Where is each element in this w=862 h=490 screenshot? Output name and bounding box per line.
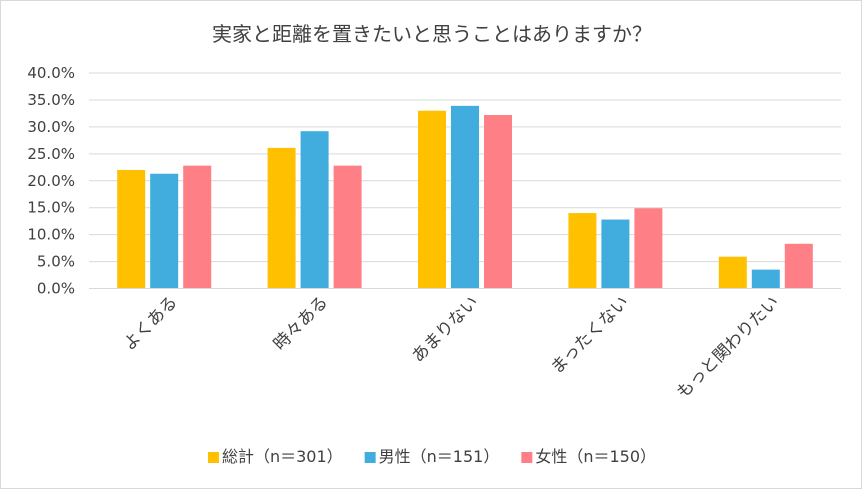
bar bbox=[333, 165, 362, 289]
legend: 総計（n＝301） 男性（n＝151） 女性（n＝150） bbox=[207, 447, 656, 466]
legend-swatch bbox=[207, 452, 219, 463]
legend-item: 男性（n＝151） bbox=[364, 447, 500, 466]
y-tick-label: 35.0% bbox=[27, 91, 75, 109]
bar bbox=[150, 173, 179, 289]
y-tick-label: 15.0% bbox=[27, 199, 75, 217]
category-label: まったくない bbox=[547, 292, 633, 378]
bar bbox=[718, 256, 747, 289]
category-label: よくある bbox=[120, 292, 182, 354]
bar bbox=[634, 208, 663, 289]
bar bbox=[784, 243, 813, 289]
category-labels: よくある 時々ある あまりない まったくない もっと関わりたい bbox=[120, 292, 784, 402]
legend-item: 総計（n＝301） bbox=[207, 447, 343, 466]
bar bbox=[601, 219, 630, 289]
y-tick-label: 40.0% bbox=[27, 64, 75, 82]
bar bbox=[117, 169, 146, 289]
bar bbox=[751, 269, 780, 289]
legend-label: 男性（n＝151） bbox=[379, 447, 500, 466]
bar bbox=[183, 165, 212, 289]
y-tick-label: 0.0% bbox=[37, 280, 75, 298]
bar bbox=[300, 131, 329, 289]
legend-item: 女性（n＝150） bbox=[521, 447, 656, 466]
legend-label: 女性（n＝150） bbox=[535, 447, 656, 466]
bar bbox=[484, 115, 512, 289]
y-tick-label: 30.0% bbox=[27, 118, 75, 136]
bar bbox=[267, 147, 296, 289]
legend-swatch bbox=[364, 452, 376, 463]
y-tick-label: 5.0% bbox=[37, 253, 75, 271]
y-axis-ticks: 0.0% 5.0% 10.0% 15.0% 20.0% 25.0% 30.0% 35.0% 40… bbox=[27, 64, 75, 298]
y-tick-label: 25.0% bbox=[27, 145, 75, 163]
legend-label: 総計（n＝301） bbox=[222, 447, 343, 466]
chart-title: 実家と距離を置きたいと思うことはありますか？ bbox=[212, 22, 652, 46]
bar bbox=[451, 105, 479, 289]
bars bbox=[117, 105, 813, 289]
y-tick-label: 20.0% bbox=[27, 172, 75, 190]
bar bbox=[568, 213, 597, 289]
legend-swatch bbox=[521, 452, 533, 463]
category-label: あまりない bbox=[408, 292, 482, 366]
category-label: もっと関わりたい bbox=[673, 292, 783, 402]
y-tick-label: 10.0% bbox=[27, 226, 75, 244]
bar bbox=[418, 110, 446, 289]
category-label: 時々ある bbox=[270, 292, 332, 354]
